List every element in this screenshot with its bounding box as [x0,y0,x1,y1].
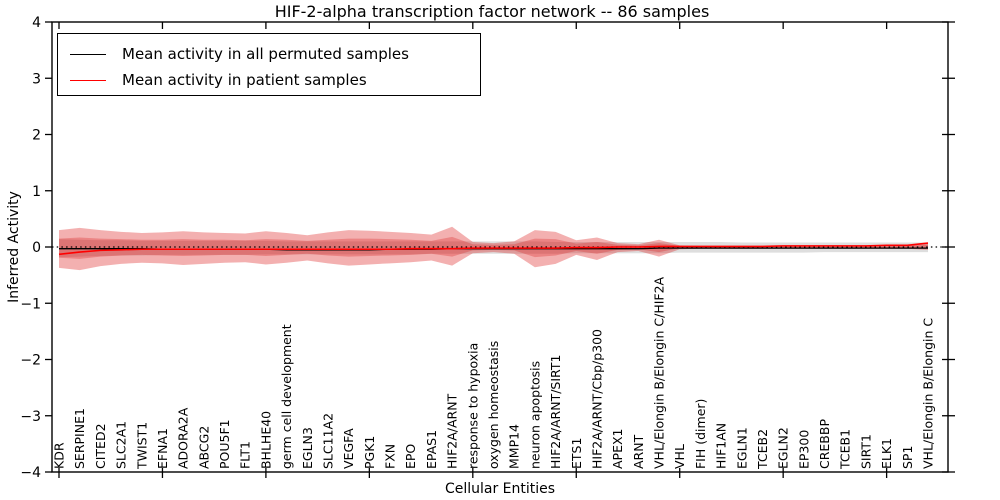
x-category-label: EFNA1 [155,428,170,469]
y-tick-label: 1 [32,184,41,200]
x-category-label: SP1 [900,446,915,469]
x-category-label: HIF2A/ARNT [445,393,460,469]
x-category-label: HIF2A/ARNT/SIRT1 [548,355,563,469]
x-category-label: HIF1AN [714,423,729,469]
legend-label: Mean activity in patient samples [122,71,367,89]
y-tick-label: 0 [32,240,41,256]
legend-line-swatch-red [70,79,106,81]
x-category-label: VEGFA [341,428,356,469]
x-category-label: FXN [383,444,398,469]
x-category-label: ELK1 [879,438,894,469]
x-tick-labels: KDR SERPINE1 CITED2 SLC2A1 TWIST1 EFNA1 ADORA2… [52,276,936,470]
y-tick-label: −1 [20,296,41,312]
x-category-label: SERPINE1 [72,408,87,469]
x-category-label: CREBBP [817,419,832,469]
x-category-label: oxygen homeostasis [486,341,501,469]
x-category-label: CITED2 [93,423,108,469]
y-tick-label: 4 [32,15,41,31]
x-category-label: EGLN2 [776,427,791,469]
legend-entry-permuted: Mean activity in all permuted samples [70,41,480,67]
x-category-label: APEX1 [610,428,625,469]
legend-entry-patient: Mean activity in patient samples [70,67,480,93]
x-category-label: KDR [52,442,67,469]
x-category-label: EPO [403,444,418,469]
x-category-label: ARNT [631,434,646,469]
x-category-label: HIF2A/ARNT/Cbp/p300 [589,329,604,469]
x-category-label: VHL [672,444,687,469]
x-category-label: response to hypoxia [465,343,480,469]
x-category-label: MMP14 [507,424,522,469]
x-category-label: germ cell development [279,324,294,469]
y-tick-label: 2 [32,128,41,144]
x-category-label: ADORA2A [176,407,191,469]
patient-mean-line [58,242,929,256]
x-category-label: VHL/Elongin B/Elongin C [921,318,936,469]
mean-lines [58,242,929,256]
x-category-label: EGLN3 [300,427,315,469]
x-category-label: SLC11A2 [320,413,335,469]
y-tick-label: −3 [20,409,41,425]
legend-line-swatch-black [70,53,106,55]
x-category-label: EPAS1 [424,430,439,469]
x-category-label: BHLHE40 [258,411,273,469]
x-category-label: FLT1 [238,441,253,469]
y-tick-label: −2 [20,353,41,369]
x-category-label: ETS1 [569,438,584,469]
chart-title: HIF-2-alpha transcription factor network… [274,2,710,21]
x-category-label: SLC2A1 [114,421,129,469]
x-category-label: EGLN1 [734,427,749,469]
x-category-label: VHL/Elongin B/Elongin C/HIF2A [652,276,667,469]
legend-label: Mean activity in all permuted samples [122,45,409,63]
x-category-label: TWIST1 [134,422,149,470]
x-category-label: POU5F1 [217,419,232,469]
x-category-label: TCEB1 [838,429,853,470]
x-axis-label: Cellular Entities [444,481,556,497]
x-category-label: ABCG2 [196,426,211,469]
x-category-label: PGK1 [362,436,377,469]
axis-ticks [45,21,955,478]
x-category-label: EP300 [796,430,811,469]
x-category-label: SIRT1 [858,434,873,469]
y-tick-label: 3 [32,71,41,87]
y-tick-label: −4 [20,465,41,481]
x-category-label: TCEB2 [755,429,770,470]
x-category-label: neuron apoptosis [527,361,542,469]
y-tick-labels: 4 3 2 1 0 −1 −2 −3 −4 [20,15,41,481]
legend: Mean activity in all permuted samples Me… [57,33,481,96]
x-category-label: FIH (dimer) [693,399,708,469]
